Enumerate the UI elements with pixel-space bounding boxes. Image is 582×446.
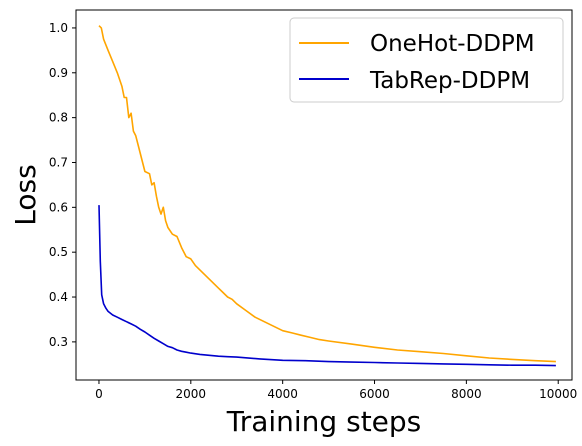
x-tick-label: 6000	[359, 387, 390, 401]
y-tick-label: 0.4	[49, 290, 68, 304]
legend-frame	[289, 17, 564, 103]
x-tick-label: 2000	[176, 387, 207, 401]
y-tick-label: 0.6	[49, 200, 68, 214]
x-axis-ticks: 0 2000 4000 6000 8000 10000	[95, 380, 577, 401]
legend: OneHot-DDPM TabRep-DDPM	[289, 17, 564, 103]
y-tick-label: 0.7	[49, 155, 68, 169]
x-tick-label: 0	[95, 387, 103, 401]
y-axis-ticks: 0.3 0.4 0.5 0.6 0.7 0.8 0.9 1.0	[49, 21, 76, 349]
plot-frame	[75, 9, 573, 381]
x-tick-label: 10000	[539, 387, 577, 401]
y-tick-label: 0.5	[49, 245, 68, 259]
y-tick-label: 1.0	[49, 21, 68, 35]
x-axis-label: Training steps	[226, 405, 422, 438]
y-tick-label: 0.9	[49, 66, 68, 80]
x-tick-label: 8000	[451, 387, 482, 401]
series-line-onehot	[98, 25, 556, 363]
y-tick-label: 0.3	[49, 335, 68, 349]
series-lines	[98, 25, 556, 367]
y-tick-label: 0.8	[49, 111, 68, 125]
y-axis-label: Loss	[9, 164, 42, 225]
legend-label-tabrep: TabRep-DDPM	[369, 68, 530, 94]
legend-label-onehot: OneHot-DDPM	[370, 31, 535, 57]
x-tick-label: 4000	[267, 387, 298, 401]
series-line-tabrep	[98, 205, 556, 367]
